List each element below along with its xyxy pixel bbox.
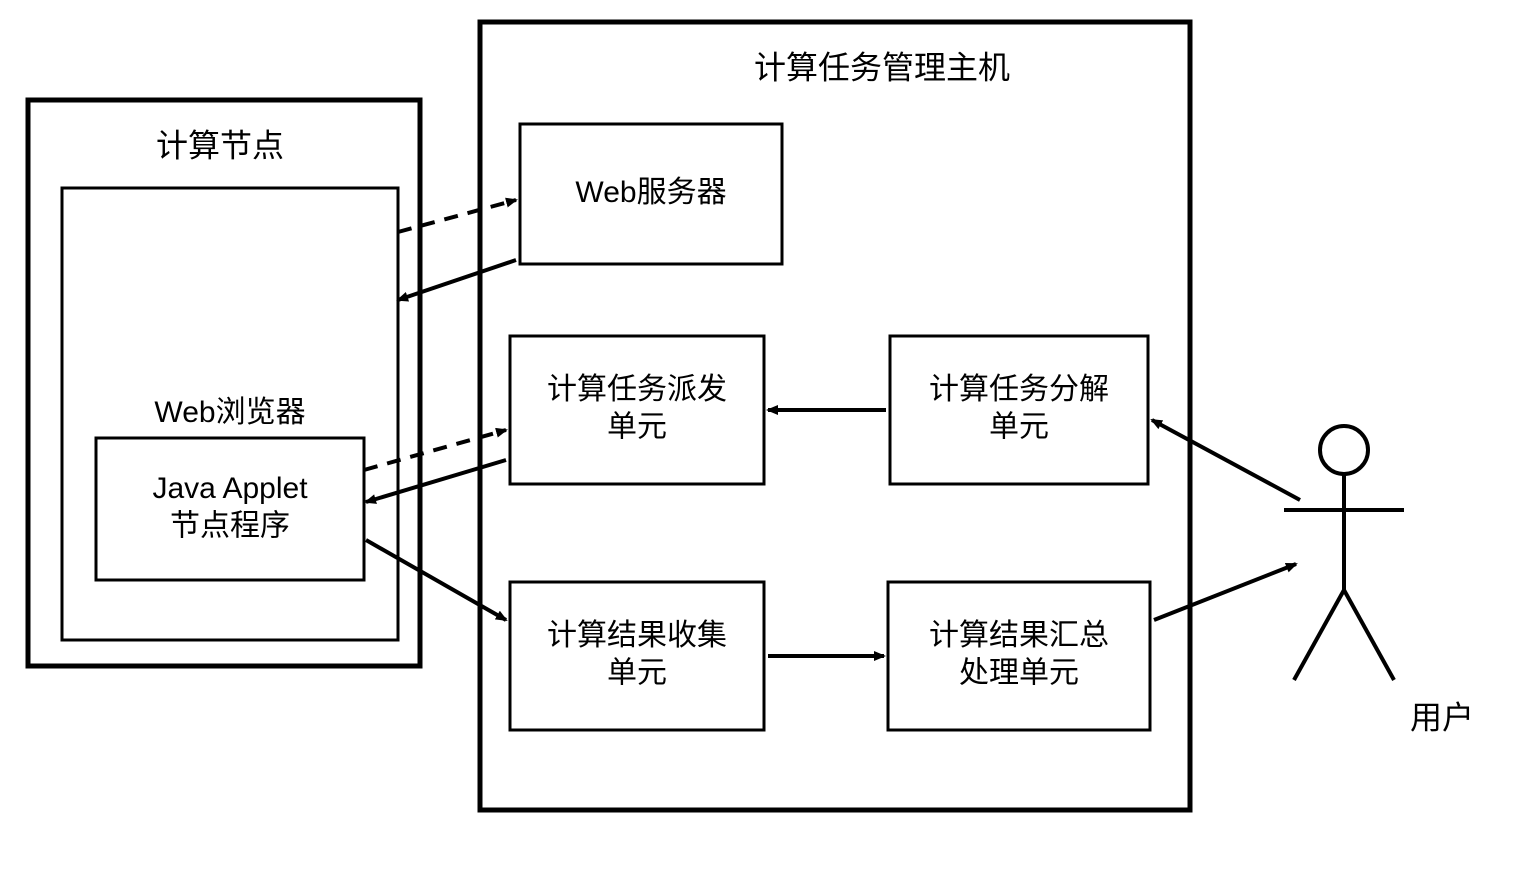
edge-java-applet-result-collect	[366, 540, 506, 620]
node-label-task-decompose-1: 单元	[989, 411, 1049, 444]
node-label-result-summary-0: 计算结果汇总	[929, 619, 1109, 652]
actor-user	[1284, 426, 1404, 680]
node-label-java-applet-1: 节点程序	[170, 510, 290, 543]
edge-user-task-decompose	[1152, 420, 1300, 500]
container-task-host	[480, 22, 1190, 810]
node-label-java-applet-0: Java Applet	[152, 472, 308, 505]
node-label-result-collect-0: 计算结果收集	[547, 619, 727, 652]
node-label-task-dispatch-1: 单元	[607, 411, 667, 444]
architecture-diagram: 计算节点 计算任务管理主机 Web浏览器 Java Applet 节点程序 Web服务器计…	[0, 0, 1528, 879]
node-label-task-dispatch-0: 计算任务派发	[547, 373, 727, 406]
node-label-result-collect-1: 单元	[607, 657, 667, 690]
node-label-web-browser-0: Web浏览器	[154, 396, 305, 429]
edge-java-applet-task-dispatch	[364, 430, 506, 470]
edge-task-dispatch-java-applet	[366, 460, 506, 502]
edge-web-server-web-browser	[398, 260, 516, 300]
container-title-task-host: 计算任务管理主机	[754, 49, 1010, 85]
edge-web-browser-web-server	[398, 200, 516, 232]
container-title-compute-node: 计算节点	[156, 127, 284, 163]
node-label-web-server-0: Web服务器	[575, 176, 726, 209]
edge-result-summary-user	[1154, 564, 1296, 620]
node-label-result-summary-1: 处理单元	[959, 657, 1079, 690]
node-label-task-decompose-0: 计算任务分解	[929, 373, 1109, 406]
actor-label-user: 用户	[1410, 699, 1474, 735]
